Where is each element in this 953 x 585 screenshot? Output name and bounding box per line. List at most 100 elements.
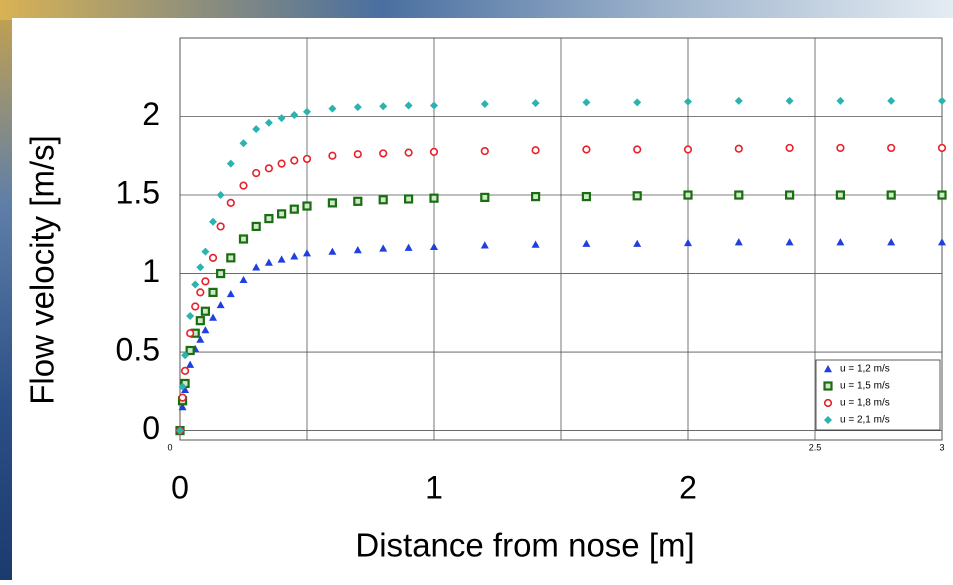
- marker: [226, 253, 236, 263]
- marker: [480, 146, 489, 156]
- marker: [785, 238, 794, 246]
- marker: [251, 221, 261, 232]
- marker: [836, 143, 845, 153]
- x-tick-label: 0: [171, 469, 189, 505]
- legend-label: u = 1,5 m/s: [840, 381, 890, 392]
- marker: [303, 249, 311, 257]
- marker: [886, 190, 896, 200]
- marker: [226, 198, 235, 207]
- marker: [185, 345, 195, 356]
- marker: [252, 168, 261, 178]
- marker: [178, 393, 187, 402]
- marker: [176, 426, 184, 435]
- marker: [378, 195, 388, 205]
- marker: [430, 101, 438, 110]
- marker: [226, 159, 235, 168]
- marker: [328, 151, 337, 160]
- marker: [226, 289, 235, 298]
- marker: [784, 190, 795, 200]
- small-x-tick-label: 2.5: [809, 442, 822, 452]
- marker: [785, 96, 794, 105]
- marker: [824, 416, 832, 424]
- marker: [887, 143, 896, 153]
- marker: [530, 192, 541, 202]
- marker: [196, 263, 205, 272]
- marker: [937, 190, 947, 200]
- marker: [683, 190, 693, 200]
- marker: [582, 239, 591, 247]
- marker: [824, 365, 832, 373]
- marker: [181, 385, 190, 393]
- marker: [181, 351, 190, 360]
- marker: [823, 398, 833, 408]
- marker: [191, 302, 200, 311]
- marker: [201, 277, 210, 286]
- y-tick-label: 0: [142, 410, 160, 446]
- marker: [178, 403, 187, 411]
- marker: [264, 164, 274, 173]
- marker: [239, 181, 248, 190]
- marker: [480, 99, 489, 108]
- marker: [277, 114, 286, 123]
- marker: [684, 97, 692, 106]
- marker: [208, 253, 218, 262]
- series: [175, 143, 947, 435]
- marker: [239, 275, 248, 284]
- marker: [252, 125, 261, 134]
- marker: [353, 103, 362, 112]
- marker: [531, 146, 540, 155]
- marker: [887, 238, 896, 246]
- small-x-tick-label: 0: [167, 442, 172, 452]
- x-axis-label: Distance from nose [m]: [355, 527, 694, 564]
- y-tick-label: 1: [142, 253, 160, 289]
- marker: [289, 204, 299, 214]
- marker: [186, 311, 195, 320]
- marker: [938, 238, 946, 246]
- marker: [480, 241, 489, 249]
- marker: [277, 159, 286, 168]
- top-strip: [0, 0, 953, 20]
- marker: [379, 102, 388, 111]
- marker: [239, 139, 248, 148]
- marker: [290, 252, 299, 260]
- marker: [196, 288, 205, 297]
- marker: [404, 194, 414, 204]
- marker: [823, 381, 833, 391]
- marker: [277, 255, 286, 263]
- marker: [887, 96, 896, 105]
- marker: [734, 190, 744, 200]
- marker: [200, 306, 210, 316]
- marker: [302, 154, 312, 164]
- marker: [216, 268, 226, 279]
- marker: [264, 258, 273, 266]
- marker: [938, 96, 946, 105]
- marker: [734, 144, 743, 153]
- marker: [209, 313, 218, 321]
- marker: [302, 201, 312, 211]
- legend-label: u = 1,8 m/s: [840, 398, 890, 409]
- marker: [836, 96, 845, 105]
- marker: [186, 360, 195, 368]
- marker: [429, 147, 439, 156]
- marker: [836, 238, 845, 246]
- marker: [201, 326, 210, 334]
- marker: [734, 238, 743, 246]
- marker: [379, 149, 388, 158]
- marker: [531, 99, 540, 108]
- x-tick-label: 1: [425, 469, 443, 505]
- marker: [238, 234, 249, 244]
- marker: [252, 263, 261, 271]
- marker: [186, 329, 195, 338]
- marker: [404, 243, 413, 251]
- marker: [633, 98, 642, 107]
- marker: [303, 107, 311, 116]
- y-axis-label: Flow velocity [m/s]: [24, 135, 61, 405]
- y-tick-label: 1.5: [116, 174, 160, 210]
- marker: [353, 196, 363, 206]
- series: [176, 96, 946, 435]
- marker: [480, 192, 490, 202]
- y-tick-label: 2: [142, 96, 160, 132]
- marker: [429, 193, 439, 203]
- marker: [785, 143, 794, 153]
